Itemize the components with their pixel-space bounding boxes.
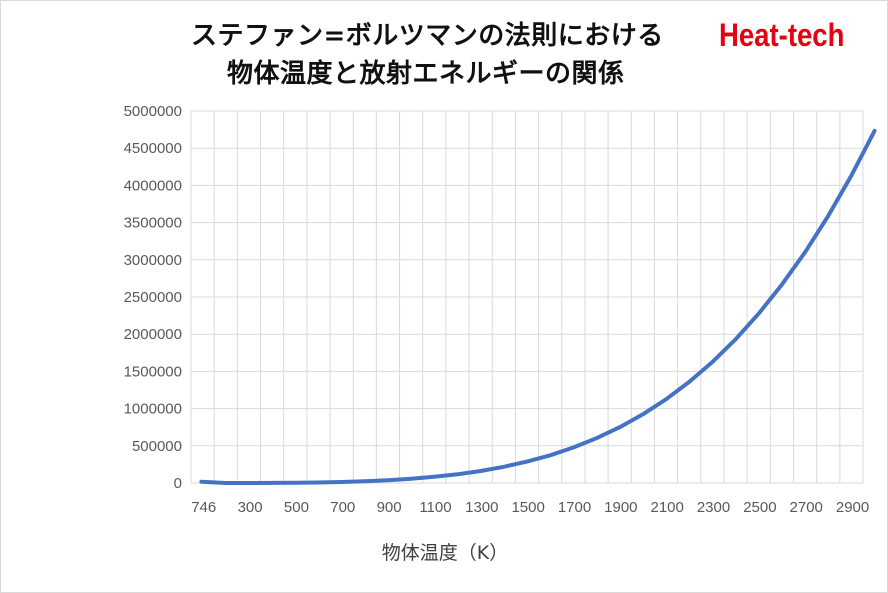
x-tick-label: 2100 <box>651 499 684 516</box>
y-tick-label: 3000000 <box>124 252 182 269</box>
x-tick-label: 700 <box>330 499 355 516</box>
y-tick-label: 1500000 <box>124 363 182 380</box>
series-line <box>199 128 877 485</box>
brand-logo-text: Heat-tech <box>719 17 845 53</box>
horizontal-gridlines <box>191 110 863 484</box>
x-tick-label: 1300 <box>465 499 498 516</box>
chart-title-line-2: 物体温度と放射エネルギーの関係 <box>227 59 625 89</box>
y-tick-label: 2500000 <box>124 289 182 306</box>
x-tick-label: 1100 <box>419 499 451 516</box>
x-tick-label: 1500 <box>511 499 544 516</box>
y-tick-label: 3500000 <box>124 215 182 232</box>
x-tick-label: 2700 <box>790 499 823 516</box>
x-tick-label: 2300 <box>697 499 730 516</box>
x-tick-label: 500 <box>284 499 309 516</box>
x-tick-label: 1700 <box>558 499 591 516</box>
x-tick-label: 2900 <box>836 499 869 516</box>
x-axis-label: 物体温度（K） <box>381 542 509 564</box>
x-axis-tick-labels: 746 300 500 700 900 1100 1300 1500 1700 1900 2100 2… <box>191 499 869 516</box>
y-tick-label: 1000000 <box>124 401 182 418</box>
x-tick-label: 746 <box>191 499 216 516</box>
y-tick-label: 4500000 <box>124 140 182 157</box>
y-tick-label: 4000000 <box>124 177 182 194</box>
y-tick-label: 500000 <box>132 438 182 455</box>
x-tick-label: 1900 <box>604 499 637 516</box>
x-tick-label: 2500 <box>743 499 776 516</box>
y-axis-tick-labels: 0 500000 1000000 1500000 2000000 2500000 30000… <box>124 103 182 492</box>
chart-title-line-1: ステファン=ボルツマンの法則における <box>191 21 664 51</box>
x-tick-label: 300 <box>238 499 263 516</box>
y-tick-label: 0 <box>174 475 182 492</box>
y-tick-label: 5000000 <box>124 103 182 120</box>
x-tick-label: 900 <box>377 499 402 516</box>
y-tick-label: 2000000 <box>124 326 182 343</box>
